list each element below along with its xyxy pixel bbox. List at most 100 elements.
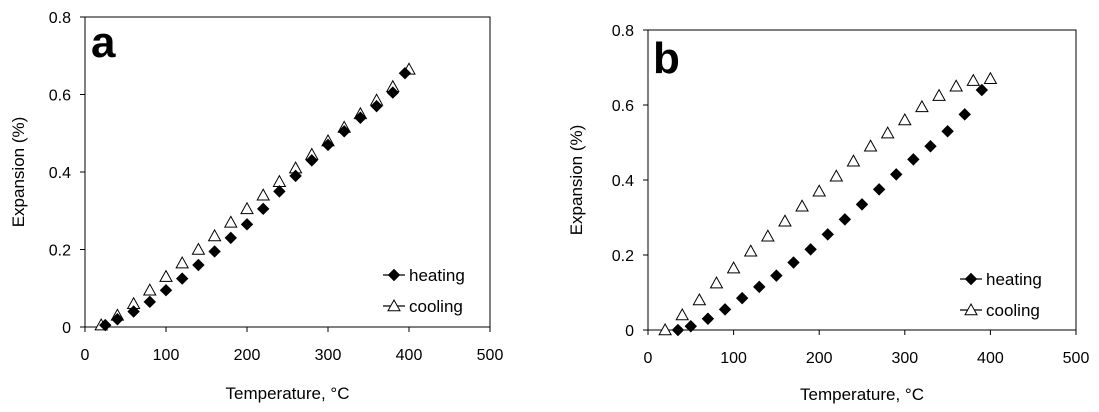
panel-b-cooling-point [675,307,690,321]
panel-b-legend-heating-label: heating [986,270,1042,289]
panel-b-x-tick-label: 0 [644,350,653,367]
panel-a-cooling-point [240,201,254,215]
panel-a-heating-point [305,154,319,167]
panel-b-heating-point [821,228,834,241]
panel-a-heating-point [273,185,286,198]
panel-a-legend-cooling-label: cooling [409,297,463,316]
panel-b-cooling-point [743,244,758,257]
panel-b-cooling-point [932,88,946,101]
panel-a-y-axis-title: Expansion (%) [9,117,28,228]
panel-b-heating-point [735,291,749,305]
panel-a-cooling-point [256,188,271,201]
panel-b-x-tick-label: 500 [1063,350,1090,367]
panel-a-x-tick-label: 300 [315,347,342,364]
panel-a-heating-point [337,125,351,138]
panel-b-heating-point [941,125,954,138]
panel-a-cooling-point [207,228,222,242]
panel-b-legend-cooling-label: cooling [986,301,1040,320]
panel-b-y-tick-label: 0.6 [612,98,634,115]
panel-b-x-tick-label: 300 [891,350,918,367]
panel-a-cooling-point [191,242,206,255]
panel-b-cooling-point [949,79,964,92]
panel-a-cooling-point [142,283,157,296]
panel-b-heating-point [753,280,766,294]
panel-a-heating-point [321,138,335,152]
panel-a-legend-cooling-marker [387,298,401,312]
panel-a-heating-point [99,318,112,332]
panel-a-x-axis-title: Temperature, °C [226,384,350,403]
panel-a-legend-heating-label: heating [409,266,465,285]
panel-a-heating-point [386,86,400,99]
panel-b-cooling-point [915,99,929,113]
panel-a-x-tick-label: 500 [477,347,504,364]
panel-b-cooling-point [897,112,912,126]
panel-b-heating-point [718,303,732,316]
panel-b-cooling-point [829,169,844,182]
panel-a-y-tick-label: 0 [62,320,71,337]
panel-b-legend-cooling-marker [964,302,978,316]
panel-b-heating-point [671,323,685,337]
panel-a-cooling-point [175,256,190,269]
panel-a-y-tick-label: 0.6 [49,88,71,105]
panel-a-x-tick-label: 100 [153,347,180,364]
panel-b-heating-point [958,108,971,121]
panel-b-panel-letter: b [653,34,680,83]
panel-a-x-tick-label: 200 [234,347,261,364]
panel-b-heating-point [975,83,989,97]
panel-b-cooling-point [760,229,775,242]
panel-a-panel-letter: a [91,18,116,67]
panel-a-heating-point [159,283,173,297]
panel-a-legend-heating-marker [387,268,401,282]
panel-b-x-tick-label: 400 [977,350,1004,367]
panel-b-heating-point [701,312,715,325]
panel-a-heating-point [143,295,157,309]
panel-a-heating-point [175,272,189,285]
panel-a-y-tick-label: 0.2 [49,243,71,260]
panel-b-cooling-point [983,71,998,85]
panel-b-x-tick-label: 200 [806,350,833,367]
panel-b-heating-point [684,320,698,333]
panel-b-cooling-point [726,261,741,274]
panel-b-cooling-point [709,276,724,289]
panel-a-y-tick-label: 0.8 [49,10,71,27]
panel-b-y-tick-label: 0.8 [612,23,634,40]
panel-b-heating-point [804,243,817,256]
panel-b-cooling-point [795,199,809,212]
panel-a-heating-point [224,231,238,245]
panel-a-heating-point [370,99,383,113]
panel-a-heating-point [289,169,302,183]
panel-a-heating-point [256,202,270,216]
panel-a-cooling-point [159,269,173,282]
panel-b: 0 0.2 0.4 0.6 0.8 0 100 200 300 400 500 Temperature… [567,23,1089,404]
panel-b-heating-point [907,153,920,166]
panel-a-cooling-point [223,215,238,228]
panel-a-x-tick-label: 0 [81,347,90,364]
panel-a-cooling-point [272,174,287,187]
panel-a-heating-point [192,258,205,272]
panel-b-cooling-point [846,154,861,167]
panel-b-cooling-point [692,292,707,306]
panel-b-heating-point [787,256,800,269]
panel-b-cooling-point [880,126,895,139]
panel-a-heating-point [354,111,367,124]
panel-b-cooling-point [812,184,827,197]
panel-a-heating-point [208,245,221,258]
panel-b-y-tick-label: 0 [625,323,634,340]
panel-b-legend-heating-marker [964,272,978,286]
panel-b-cooling-point [863,139,878,152]
panel-a-heating-point [240,218,254,231]
panel-b-heating-point [770,269,783,282]
panel-b-cooling-point [658,322,672,336]
panel-b-heating-point [924,140,937,153]
panel-b-x-axis-title: Temperature, °C [800,385,924,404]
panel-b-cooling-point [966,73,981,86]
panel-a-heating-point [127,305,140,318]
panel-b-heating-point [890,168,903,181]
panel-a: 0 0.2 0.4 0.6 0.8 0 100 200 300 400 500 Temperature… [9,10,503,403]
panel-b-heating-point [838,213,852,226]
panel-b-y-axis-title: Expansion (%) [567,125,586,236]
panel-b-y-tick-label: 0.2 [612,248,634,265]
panel-b-x-tick-label: 100 [720,350,747,367]
panel-b-heating-point [872,183,886,196]
